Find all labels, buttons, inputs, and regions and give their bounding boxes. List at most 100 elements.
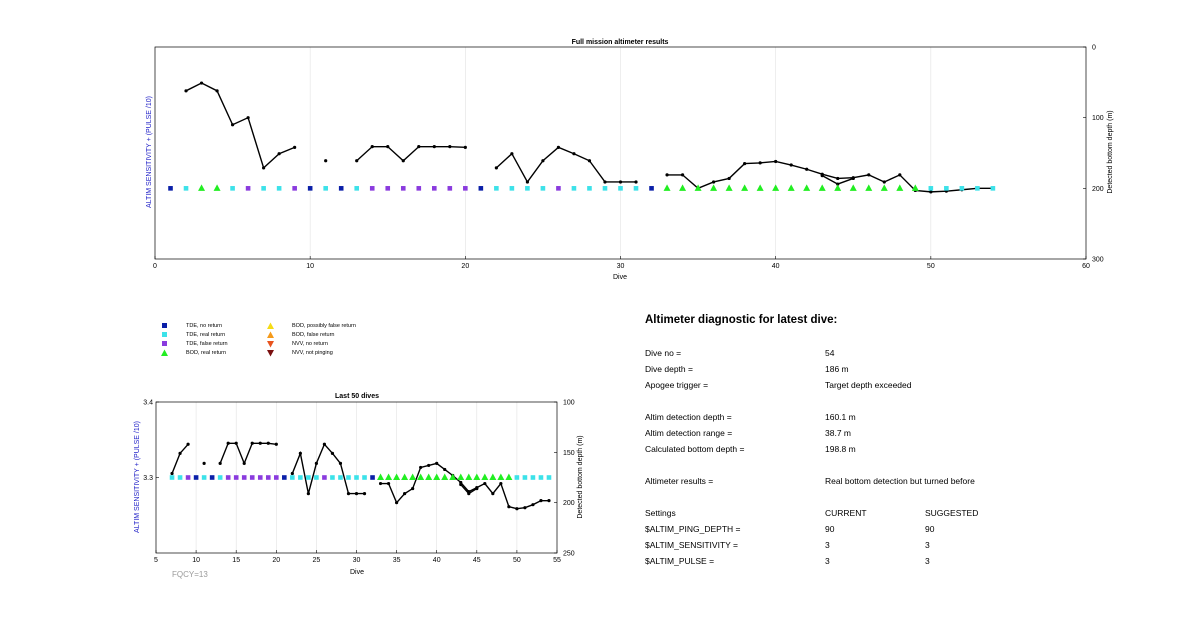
bottom-depth-point <box>867 173 871 177</box>
bottom-depth-point <box>427 463 431 468</box>
bottom-depth-point <box>246 116 250 120</box>
x-tick-label: 35 <box>393 557 401 564</box>
x-tick-label: 0 <box>153 263 157 270</box>
bottom-depth-point <box>851 176 855 181</box>
bod-marker <box>213 184 221 191</box>
settings-label: Settings <box>645 508 676 518</box>
bottom-depth-point <box>467 492 471 496</box>
x-tick-label: 40 <box>772 263 780 270</box>
bottom-depth-point <box>226 441 230 445</box>
x-tick-label: 25 <box>313 557 321 564</box>
tde-marker <box>354 186 360 191</box>
tde-marker <box>290 475 295 480</box>
bottom-depth-point <box>277 152 281 156</box>
bottom-depth-point <box>680 173 685 177</box>
bod-marker <box>679 184 687 191</box>
tde-marker <box>463 186 468 191</box>
bottom-depth-point <box>758 161 762 165</box>
inset-right-axis-label: Detected bottom depth (m) <box>577 435 584 518</box>
dive-no-value: 54 <box>825 348 835 358</box>
diagnostic-title: Altimeter diagnostic for latest dive: <box>645 314 838 326</box>
row-sensitivity: $ALTIM_SENSITIVITY = 3 3 <box>645 540 1025 552</box>
ping-depth-suggested: 90 <box>925 524 935 534</box>
tde-marker <box>274 475 279 480</box>
bottom-depth-point <box>386 481 391 486</box>
tde-marker <box>169 475 175 480</box>
bottom-depth-point <box>432 145 436 149</box>
bottom-depth-point <box>727 176 731 181</box>
bottom-depth-point <box>541 159 545 163</box>
bottom-depth-point <box>572 152 576 156</box>
tde-marker <box>385 186 391 191</box>
row-ping-depth: $ALTIM_PING_DEPTH = 90 90 <box>645 524 1025 536</box>
bottom-depth-point <box>531 503 535 507</box>
bottom-depth-point <box>634 180 638 184</box>
orange-triangle-icon <box>267 331 274 338</box>
tde-marker <box>478 186 484 191</box>
row-detect-depth: Altim detection depth = 160.1 m <box>645 412 1025 424</box>
bottom-depth-point <box>417 145 421 149</box>
tde-marker <box>338 475 343 480</box>
inset-chart-title: Last 50 dives <box>335 393 379 400</box>
tde-marker <box>322 475 327 480</box>
tde-marker <box>494 186 499 191</box>
pulse-label: $ALTIM_PULSE = <box>645 556 715 566</box>
bottom-depth-point <box>411 486 415 491</box>
tde-marker <box>571 186 577 191</box>
bod-marker <box>449 473 457 480</box>
frequency-footnote: FQCY=13 <box>172 570 208 579</box>
bod-marker <box>741 184 749 191</box>
legend-item-nvv-no-return: NVV, no return <box>266 340 396 348</box>
sensitivity-current: 3 <box>825 540 830 550</box>
tde-marker <box>209 475 215 480</box>
dive-no-label: Dive no = <box>645 348 682 358</box>
right-tick-label: 250 <box>563 551 575 558</box>
tde-marker <box>314 475 319 480</box>
results-label: Altimeter results = <box>645 476 714 486</box>
bottom-depth-point <box>178 451 182 455</box>
bottom-depth-line <box>380 462 549 510</box>
tde-marker <box>362 475 367 480</box>
bod-marker <box>849 184 857 191</box>
main-left-axis-label: ALTIM SENSITIVITY + (PULSE /10) <box>146 96 153 208</box>
bottom-depth-point <box>547 499 551 503</box>
bottom-depth-point <box>525 180 530 184</box>
bod-marker <box>725 184 733 191</box>
tde-marker <box>306 475 311 480</box>
marker-legend: TDE, no return TDE, real return TDE, fal… <box>160 322 400 362</box>
yellow-triangle-icon <box>267 322 274 329</box>
bottom-depth-point <box>401 159 405 163</box>
right-tick-label: 100 <box>1092 115 1104 122</box>
bottom-depth-point <box>587 159 592 163</box>
bod-marker <box>497 473 505 480</box>
bottom-depth-line <box>667 160 993 193</box>
bottom-depth-point <box>403 492 407 496</box>
bod-marker <box>433 473 441 480</box>
legend-item-tde-no-return: TDE, no return <box>160 322 270 330</box>
bottom-depth-point <box>293 145 297 149</box>
bod-marker <box>401 473 409 480</box>
bottom-depth-point <box>929 190 933 194</box>
bottom-depth-point <box>262 166 266 170</box>
pulse-suggested: 3 <box>925 556 930 566</box>
x-tick-label: 45 <box>473 557 481 564</box>
bottom-depth-point <box>354 492 359 496</box>
bottom-depth-point <box>459 482 463 487</box>
x-tick-label: 60 <box>1082 263 1090 270</box>
main-bottom-depth-lines <box>184 81 995 194</box>
dive-depth-label: Dive depth = <box>645 364 693 374</box>
right-tick-label: 100 <box>563 400 575 407</box>
tde-marker <box>959 186 965 191</box>
x-tick-label: 10 <box>192 557 200 564</box>
bod-marker <box>385 473 393 480</box>
tde-marker <box>649 186 654 191</box>
bottom-depth-line <box>356 145 466 162</box>
x-tick-label: 50 <box>513 557 521 564</box>
tde-marker <box>230 186 235 191</box>
tde-marker <box>990 186 996 191</box>
x-tick-label: 20 <box>272 557 280 564</box>
red-triangle-down-icon <box>267 341 274 348</box>
bottom-depth-point <box>443 467 447 472</box>
bod-marker <box>896 184 904 191</box>
